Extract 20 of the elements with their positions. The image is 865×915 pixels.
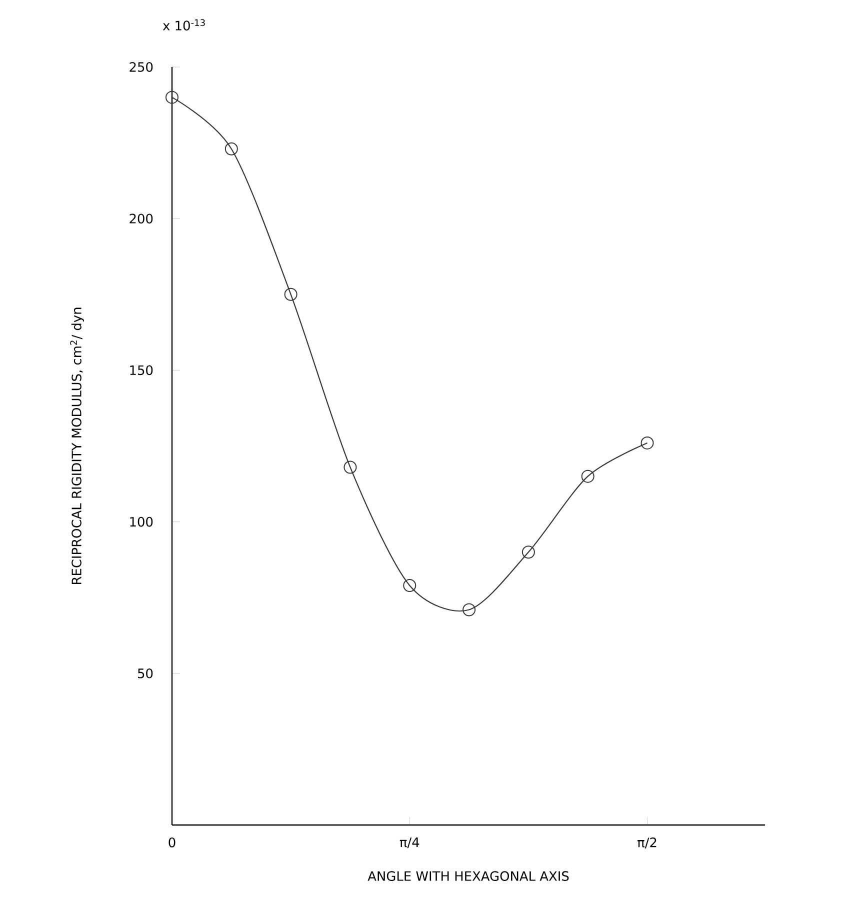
point — [462, 603, 476, 616]
point — [522, 546, 535, 559]
point — [224, 142, 238, 156]
point — [640, 436, 654, 450]
y-tick-label: 150 — [130, 365, 153, 376]
point — [166, 90, 178, 104]
y-tick-label: 100 — [130, 516, 153, 527]
point — [344, 460, 357, 474]
y-axis-title: RECIPROCAL RIGIDITY MODULUS, cm$^{2}$/ dyn — [70, 308, 84, 584]
x-tick-label: π/2 — [638, 838, 656, 848]
point — [581, 470, 594, 483]
y-tick-label: 200 — [130, 214, 153, 224]
x-axis-title: ANGLE WITH HEXAGONAL AXIS — [368, 871, 569, 881]
y-tick-label: 250 — [130, 62, 153, 72]
y-tick-label: 50 — [138, 668, 153, 678]
text: x 10$^{-13}$ — [162, 19, 205, 30]
x-tick-label: 0 — [168, 838, 176, 848]
point — [403, 578, 416, 592]
point — [284, 288, 298, 301]
x-tick-label: π/4 — [400, 838, 420, 848]
